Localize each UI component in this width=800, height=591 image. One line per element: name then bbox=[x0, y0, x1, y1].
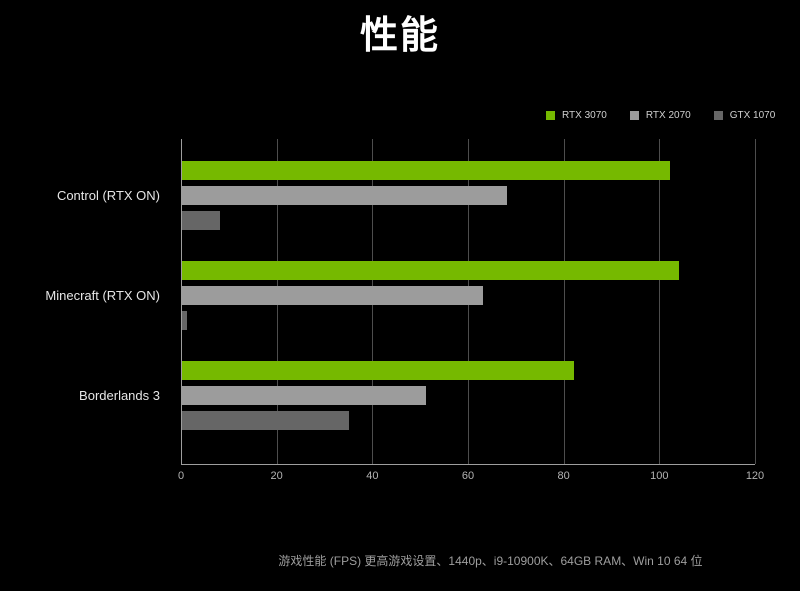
x-tick-label-120: 120 bbox=[745, 470, 765, 482]
bar-rtx-3070-borderlands-3 bbox=[182, 361, 575, 380]
category-label: Minecraft (RTX ON) bbox=[45, 288, 160, 303]
legend-swatch-icon bbox=[713, 111, 723, 120]
legend-label: GTX 1070 bbox=[729, 110, 776, 121]
legend-item-rtx-2070: RTX 2070 bbox=[629, 110, 691, 121]
x-tick-label-40: 40 bbox=[366, 470, 379, 482]
bar-rtx-3070-minecraft-rtx-on- bbox=[182, 261, 680, 280]
x-tick-label-20: 20 bbox=[270, 470, 283, 482]
bar-gtx-1070-minecraft-rtx-on- bbox=[182, 311, 187, 330]
x-tick-label-80: 80 bbox=[557, 470, 570, 482]
bar-rtx-2070-borderlands-3 bbox=[182, 386, 426, 405]
gridline-x-80 bbox=[563, 139, 565, 464]
category-axis-labels: Control (RTX ON) Minecraft (RTX ON) Border… bbox=[0, 139, 160, 465]
bar-rtx-3070-control-rtx-on- bbox=[182, 161, 670, 180]
bar-rtx-2070-minecraft-rtx-on- bbox=[182, 286, 484, 305]
chart-title: 性能 bbox=[359, 15, 440, 57]
legend-item-gtx-1070: GTX 1070 bbox=[713, 110, 776, 121]
chart-legend: RTX 3070 RTX 2070 GTX 1070 bbox=[546, 110, 775, 121]
legend-swatch-icon bbox=[546, 111, 555, 120]
x-tick-label-100: 100 bbox=[650, 470, 669, 482]
legend-item-rtx-3070: RTX 3070 bbox=[546, 110, 607, 121]
gridline-x-120 bbox=[755, 139, 756, 464]
legend-label: RTX 2070 bbox=[645, 110, 691, 121]
bar-gtx-1070-control-rtx-on- bbox=[182, 211, 221, 230]
x-tick-label-0: 0 bbox=[177, 470, 185, 482]
x-axis-tick-labels: 0 20 40 60 80 100 120 bbox=[0, 470, 800, 484]
legend-label: RTX 3070 bbox=[562, 110, 607, 121]
gridline-x-100 bbox=[659, 139, 661, 464]
bar-gtx-1070-borderlands-3 bbox=[182, 411, 350, 430]
category-label: Control (RTX ON) bbox=[56, 188, 160, 203]
chart-footnote: 游戏性能 (FPS) 更高游戏设置、1440p、i9-10900K、64GB R… bbox=[278, 554, 703, 568]
bar-rtx-2070-control-rtx-on- bbox=[182, 186, 508, 205]
category-label: Borderlands 3 bbox=[79, 388, 160, 403]
plot-area bbox=[181, 139, 756, 465]
legend-swatch-icon bbox=[629, 111, 639, 120]
x-tick-label-60: 60 bbox=[461, 470, 475, 482]
